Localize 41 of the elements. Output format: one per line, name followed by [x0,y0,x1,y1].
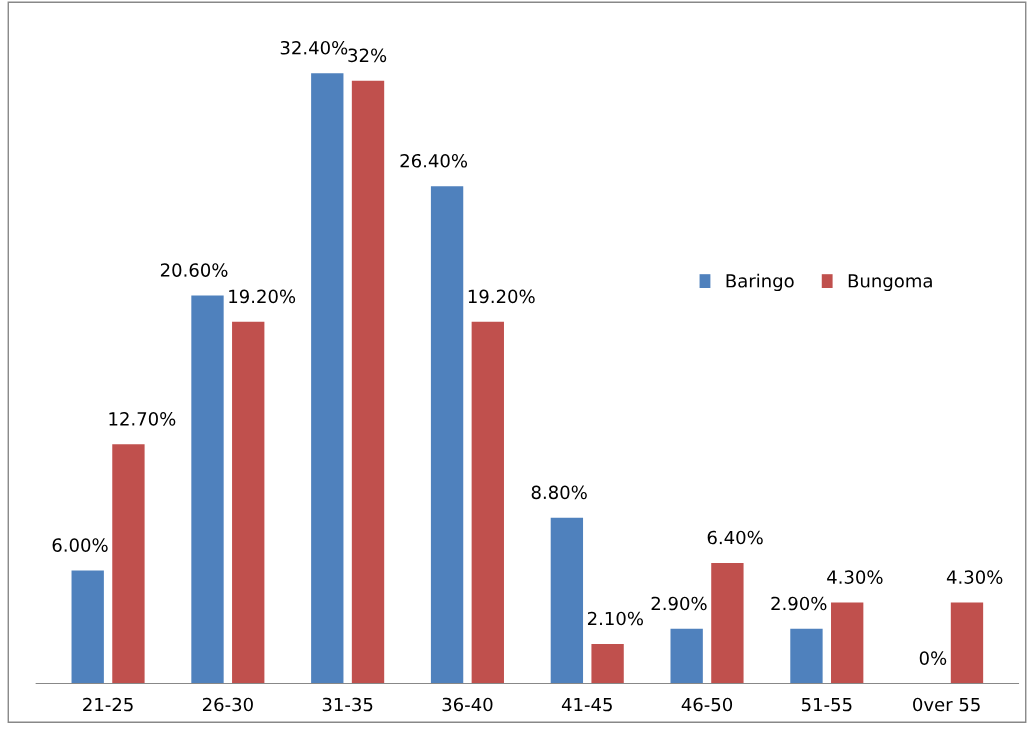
data-label: 6.00% [52,538,108,552]
bar [71,570,104,684]
data-label: 12.70% [109,412,176,426]
x-tick-label: 41-45 [561,697,612,712]
data-label: 2.90% [771,596,827,611]
bar [550,517,584,684]
data-label: 2.10% [587,611,643,626]
bar [311,73,344,684]
bar [232,321,265,684]
bar [790,628,823,684]
data-label: 0% [919,651,947,665]
x-tick-label: 46-50 [681,697,733,712]
data-label: 6.40% [707,530,763,545]
bar [191,295,224,684]
bar [670,628,703,684]
bar [950,602,984,684]
x-tick-label: 0ver 55 [913,697,980,712]
data-label: 2.90% [651,596,707,611]
bar [430,186,464,684]
legend-label: Baringo [726,273,794,292]
bar [351,80,385,684]
data-label: 26.40% [400,153,468,168]
x-tick-label: 36-40 [442,697,493,712]
bar [711,562,744,684]
bar [471,321,504,684]
bar [591,643,624,684]
data-label: 8.80% [531,485,587,500]
x-tick-label: 26-30 [202,697,253,712]
x-tick-label: 21-25 [83,697,133,712]
bar [112,444,145,684]
data-label: 4.30% [827,570,883,584]
data-label: 19.20% [229,289,296,304]
data-label: 32% [348,48,387,63]
data-label: 19.20% [468,289,535,304]
legend-label: Bungoma [848,274,932,292]
data-label: 32.40% [280,40,348,55]
bar [831,602,864,684]
data-label: 20.60% [160,263,228,277]
x-tick-label: 31-35 [322,697,373,712]
x-tick-label: 51-55 [801,697,852,712]
data-label: 4.30% [946,570,1003,584]
